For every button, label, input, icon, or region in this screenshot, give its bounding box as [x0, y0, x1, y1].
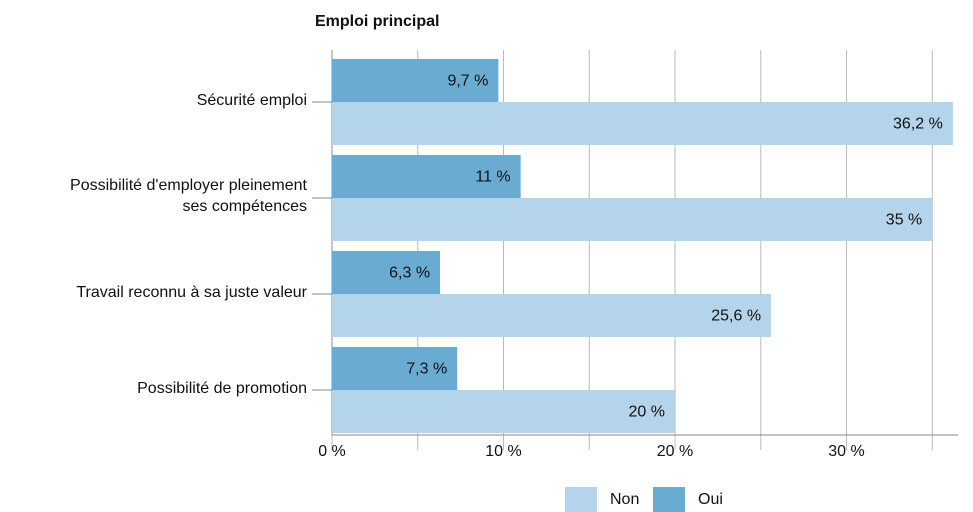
value-label: 25,6 % [711, 308, 761, 325]
bar [332, 59, 499, 102]
value-label: 11 % [475, 169, 510, 186]
y-tick-label-line: Travail reconnu à sa juste valeur [76, 283, 307, 301]
bar [332, 390, 676, 433]
bar [332, 347, 458, 390]
x-tick-label: 30 % [828, 443, 864, 460]
chart-title: Emploi principal [315, 13, 439, 30]
value-label: 35 % [886, 212, 922, 229]
x-tick-label: 10 % [485, 443, 521, 460]
y-tick-label-line: Possibilité d'employer pleinement [70, 177, 307, 194]
legend-swatch [653, 487, 685, 512]
y-tick-label-line: ses compétences [182, 198, 307, 215]
x-tick-label: 20 % [657, 443, 693, 460]
value-label: 9,7 % [447, 73, 488, 90]
bar [332, 294, 772, 337]
bar [332, 155, 521, 198]
y-tick-label: Sécurité emploi [197, 90, 307, 111]
legend-label: Oui [698, 491, 723, 508]
y-tick-label: Travail reconnu à sa juste valeur [76, 282, 307, 303]
bar [332, 251, 441, 294]
x-tick-label: 0 % [318, 443, 346, 460]
y-tick-label: Possibilité d'employer pleinement ses com… [70, 175, 307, 217]
value-label: 6,3 % [389, 265, 430, 282]
bar [332, 198, 933, 241]
y-tick-label-line: Possibilité de promotion [137, 379, 307, 397]
y-tick-label: Possibilité de promotion [137, 378, 307, 399]
y-tick-label-line: Sécurité emploi [196, 91, 307, 109]
legend-swatch [565, 487, 597, 512]
value-label: 20 % [629, 404, 665, 421]
legend-label: Non [610, 491, 639, 508]
value-label: 36,2 % [893, 116, 943, 133]
value-label: 7,3 % [406, 361, 447, 378]
bar [332, 102, 953, 145]
